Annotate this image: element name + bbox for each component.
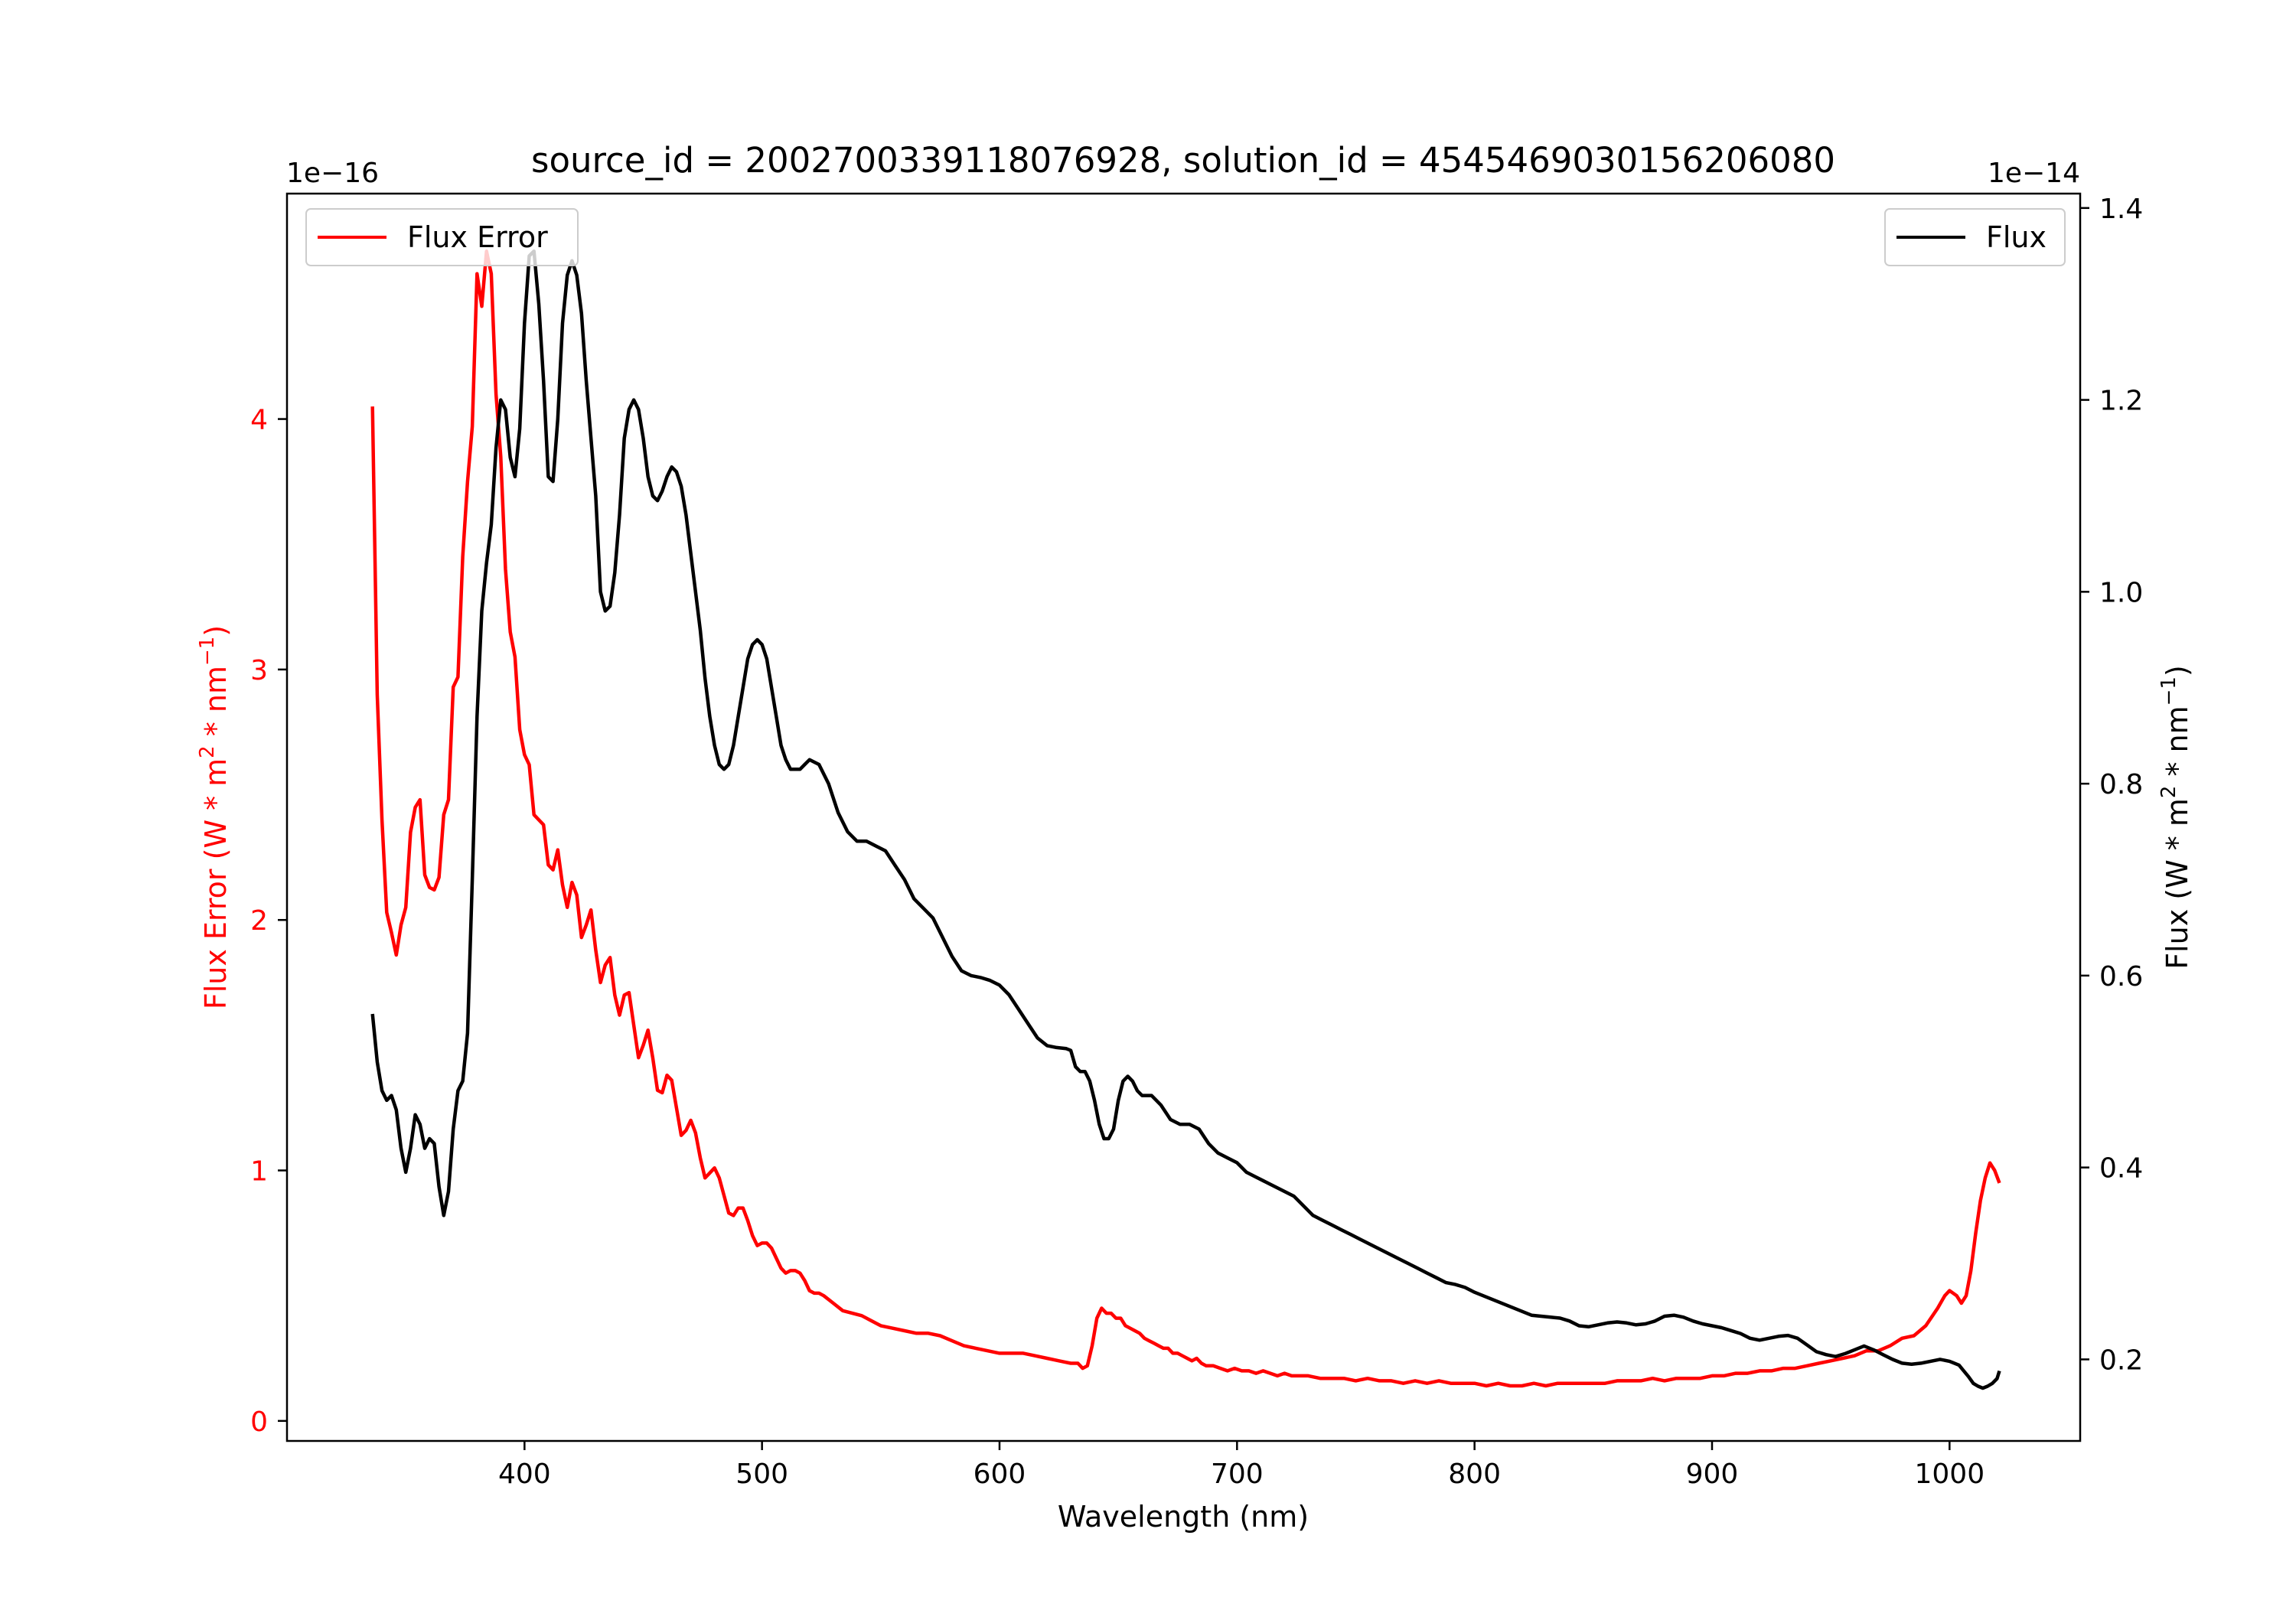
x-tick-label: 800: [1448, 1459, 1501, 1490]
left-tick-label: 3: [250, 655, 268, 686]
x-tick-label: 500: [735, 1459, 788, 1490]
right-tick-label: 1.0: [2099, 577, 2143, 608]
series-line-flux-error: [370, 249, 2001, 1388]
left-axis-label-sup2: −1: [196, 637, 219, 666]
right-tick-label: 0.6: [2099, 961, 2143, 993]
right-tick-label: 0.2: [2099, 1345, 2143, 1376]
series-layer: [370, 249, 2001, 1390]
left-y-axis: 0 1 2 3 4: [250, 405, 287, 1438]
right-axis-offset-label: 1e−14: [1988, 158, 2080, 189]
left-tick-label: 0: [250, 1407, 268, 1438]
x-axis: 400 500 600 700 800 900 1000: [498, 1441, 1985, 1490]
right-axis-label-base: Flux (W * m: [2161, 798, 2194, 970]
right-axis-label-sup1: 2: [2157, 786, 2180, 799]
series-line-flux: [370, 249, 2001, 1390]
x-tick-label: 700: [1211, 1459, 1264, 1490]
x-tick-label: 1000: [1915, 1459, 1985, 1490]
left-axis-label: Flux Error (W * m2 * nm−1): [196, 625, 233, 1009]
legend-flux-label: Flux: [1986, 220, 2047, 254]
x-tick-label: 900: [1686, 1459, 1739, 1490]
right-axis-label-end: ): [2161, 665, 2194, 676]
left-tick-label: 4: [250, 405, 268, 436]
left-tick-label: 1: [250, 1156, 268, 1188]
left-tick-label: 2: [250, 905, 268, 937]
left-axis-label-mid: * nm: [199, 666, 233, 745]
right-axis-label: Flux (W * m2 * nm−1): [2157, 665, 2194, 970]
right-tick-label: 0.4: [2099, 1153, 2143, 1185]
right-tick-label: 1.2: [2099, 386, 2143, 417]
x-tick-label: 600: [974, 1459, 1026, 1490]
legend-flux-error-label: Flux Error: [407, 220, 548, 254]
left-axis-offset-label: 1e−16: [286, 158, 379, 189]
right-axis-label-mid: * nm: [2161, 706, 2194, 785]
right-y-axis: 0.2 0.4 0.6 0.8 1.0 1.2 1.4: [2080, 194, 2143, 1376]
plot-frame: [285, 192, 2082, 1442]
left-axis-label-end: ): [199, 625, 233, 637]
x-axis-label: Wavelength (nm): [1058, 1500, 1309, 1534]
chart-title: source_id = 2002700339118076928, solutio…: [531, 140, 1835, 181]
left-axis-label-base: Flux Error (W * m: [199, 758, 233, 1009]
left-axis-label-sup1: 2: [196, 745, 219, 758]
right-tick-label: 0.8: [2099, 769, 2143, 800]
right-tick-label: 1.4: [2099, 194, 2143, 225]
legend-flux: Flux: [1884, 208, 2066, 266]
right-axis-label-sup2: −1: [2157, 676, 2180, 706]
legend-flux-error: Flux Error: [305, 208, 579, 266]
x-tick-label: 400: [498, 1459, 551, 1490]
